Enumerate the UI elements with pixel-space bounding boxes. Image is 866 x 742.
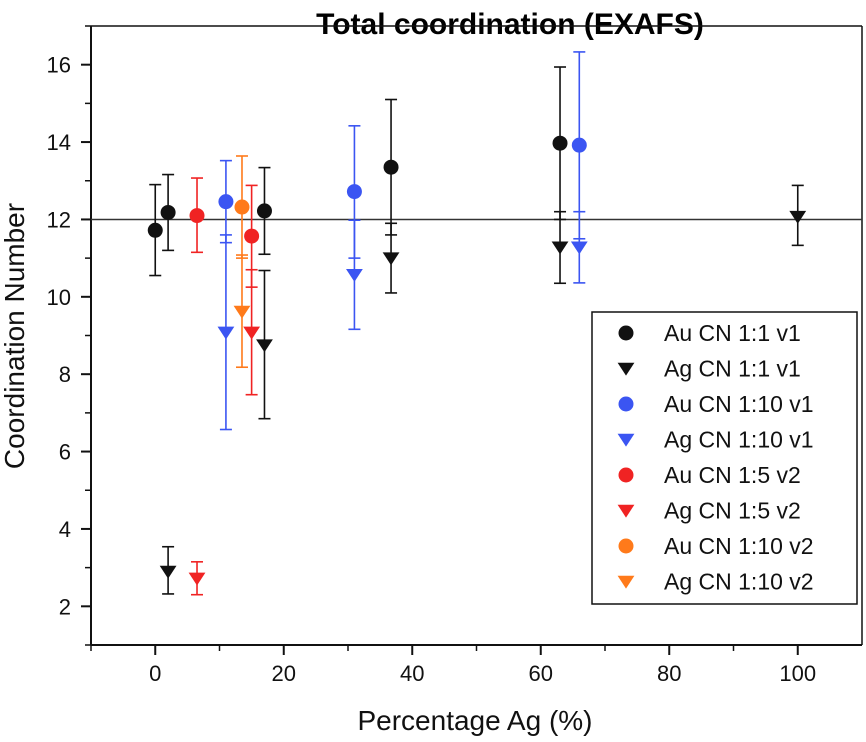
point-ag-cn-1-5-v2-1 bbox=[243, 326, 261, 340]
point-ag-cn-1-10-v1-2 bbox=[570, 241, 588, 255]
legend-item-au-cn-1-10-v2: Au CN 1:10 v2 bbox=[618, 533, 814, 559]
legend-marker-ag-cn-1-10-v2 bbox=[617, 575, 635, 589]
x-tick-label: 60 bbox=[529, 661, 553, 686]
legend-item-ag-cn-1-10-v1: Ag CN 1:10 v1 bbox=[617, 427, 814, 453]
legend-items: Au CN 1:1 v1 Ag CN 1:1 v1 Au CN 1:10 v1 Ag … bbox=[617, 320, 814, 595]
point-ag-cn-1-5-v2-0 bbox=[188, 572, 206, 586]
markers-layer bbox=[147, 135, 807, 586]
x-tick-label: 100 bbox=[779, 661, 816, 686]
x-axis-label: Percentage Ag (%) bbox=[357, 705, 592, 736]
legend-item-au-cn-1-1-v1: Au CN 1:1 v1 bbox=[618, 320, 801, 346]
point-au-cn-1-1-v1-2 bbox=[256, 203, 272, 219]
legend-marker-ag-cn-1-10-v1 bbox=[617, 433, 635, 447]
point-ag-cn-1-10-v1-0 bbox=[217, 326, 235, 340]
point-au-cn-1-1-v1-3 bbox=[383, 159, 399, 175]
legend-label-au-cn-1-10-v1: Au CN 1:10 v1 bbox=[664, 391, 814, 417]
x-tick-label: 0 bbox=[149, 661, 161, 686]
point-ag-cn-1-1-v1-4 bbox=[789, 210, 807, 224]
legend-marker-ag-cn-1-1-v1 bbox=[617, 362, 635, 376]
point-ag-cn-1-10-v1-1 bbox=[346, 268, 363, 282]
legend-label-ag-cn-1-5-v2: Ag CN 1:5 v2 bbox=[664, 498, 801, 524]
point-au-cn-1-5-v2-1 bbox=[244, 228, 260, 244]
y-tick-label: 12 bbox=[47, 207, 71, 232]
point-ag-cn-1-1-v1-0 bbox=[159, 565, 177, 579]
legend-marker-au-cn-1-1-v1 bbox=[618, 325, 634, 341]
legend-box bbox=[591, 311, 858, 605]
ticks-layer: 0 20 40 60 80 100 2 4 6 8 10 12 14 16 bbox=[47, 25, 816, 686]
point-ag-cn-1-10-v2-0 bbox=[233, 305, 251, 319]
legend-marker-ag-cn-1-5-v2 bbox=[617, 504, 635, 518]
chart-title: Total coordination (EXAFS) bbox=[316, 8, 704, 41]
legend-marker-au-cn-1-5-v2 bbox=[618, 467, 634, 483]
legend-label-au-cn-1-5-v2: Au CN 1:5 v2 bbox=[664, 462, 801, 488]
legend: Au CN 1:1 v1 Ag CN 1:1 v1 Au CN 1:10 v1 Ag … bbox=[591, 311, 858, 605]
point-au-cn-1-1-v1-0 bbox=[147, 222, 163, 238]
point-ag-cn-1-1-v1-2 bbox=[382, 252, 400, 266]
point-au-cn-1-10-v2-0 bbox=[234, 199, 250, 215]
legend-label-ag-cn-1-10-v1: Ag CN 1:10 v1 bbox=[664, 427, 814, 453]
point-ag-cn-1-1-v1-1 bbox=[256, 339, 273, 353]
legend-item-ag-cn-1-1-v1: Ag CN 1:1 v1 bbox=[617, 356, 801, 382]
point-au-cn-1-10-v1-2 bbox=[571, 137, 587, 153]
point-au-cn-1-5-v2-0 bbox=[189, 208, 205, 224]
y-tick-label: 16 bbox=[47, 53, 71, 78]
legend-marker-au-cn-1-10-v2 bbox=[618, 538, 634, 554]
y-tick-label: 14 bbox=[47, 130, 71, 155]
x-tick-label: 80 bbox=[657, 661, 681, 686]
y-tick-label: 2 bbox=[59, 594, 71, 619]
legend-item-ag-cn-1-10-v2: Ag CN 1:10 v2 bbox=[617, 569, 814, 595]
x-tick-label: 20 bbox=[272, 661, 296, 686]
point-au-cn-1-10-v1-0 bbox=[218, 194, 234, 210]
y-axis-label: Coordination Number bbox=[0, 203, 30, 469]
legend-label-au-cn-1-1-v1: Au CN 1:1 v1 bbox=[664, 320, 801, 346]
legend-item-au-cn-1-5-v2: Au CN 1:5 v2 bbox=[618, 462, 801, 488]
legend-label-ag-cn-1-1-v1: Ag CN 1:1 v1 bbox=[664, 356, 801, 382]
y-tick-label: 8 bbox=[59, 362, 71, 387]
legend-label-au-cn-1-10-v2: Au CN 1:10 v2 bbox=[664, 533, 814, 559]
legend-label-ag-cn-1-10-v2: Ag CN 1:10 v2 bbox=[664, 569, 814, 595]
legend-marker-au-cn-1-10-v1 bbox=[618, 396, 634, 412]
y-tick-label: 6 bbox=[59, 440, 71, 465]
point-ag-cn-1-1-v1-3 bbox=[551, 241, 569, 255]
point-au-cn-1-10-v1-1 bbox=[346, 184, 362, 200]
legend-item-au-cn-1-10-v1: Au CN 1:10 v1 bbox=[618, 391, 814, 417]
y-tick-label: 10 bbox=[47, 285, 71, 310]
legend-item-ag-cn-1-5-v2: Ag CN 1:5 v2 bbox=[617, 498, 801, 524]
point-au-cn-1-1-v1-1 bbox=[160, 204, 176, 220]
x-tick-label: 40 bbox=[400, 661, 424, 686]
point-au-cn-1-1-v1-4 bbox=[552, 135, 568, 151]
y-tick-label: 4 bbox=[59, 517, 71, 542]
